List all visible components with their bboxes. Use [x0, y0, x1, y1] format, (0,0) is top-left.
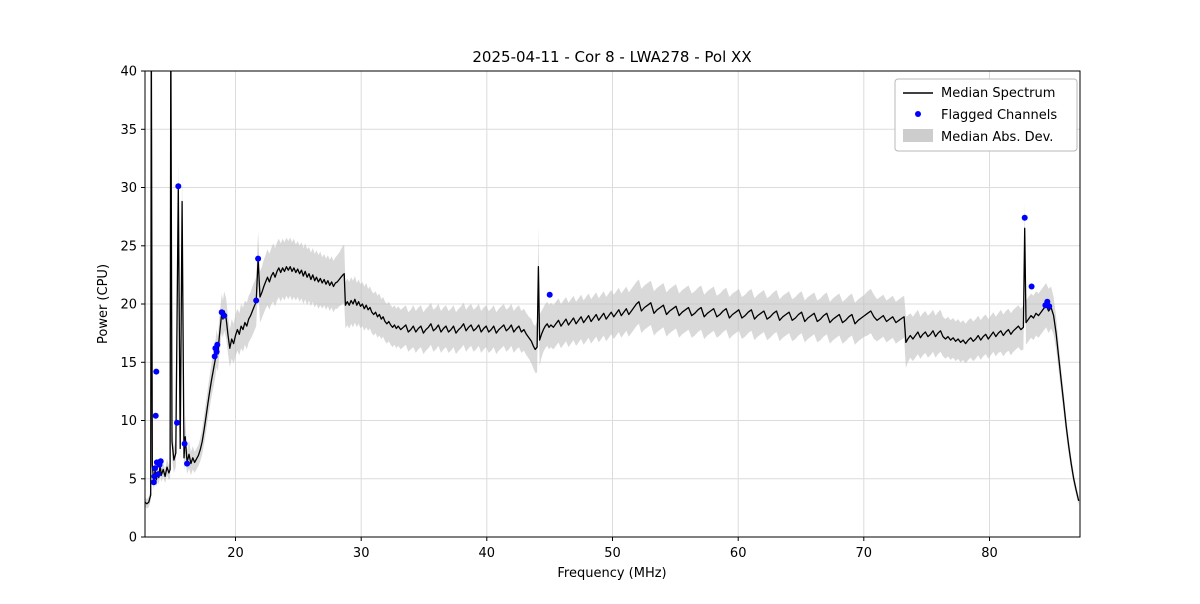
flagged-channel-point: [174, 419, 180, 426]
legend-label-flagged-channels: Flagged Channels: [941, 108, 1057, 123]
x-tick-label: 20: [227, 546, 244, 561]
legend-box: [894, 78, 1078, 152]
flagged-channel-point: [153, 368, 160, 375]
y-tick-label: 20: [120, 298, 137, 313]
y-axis-label: Power (CPU): [96, 264, 111, 344]
legend-marker-swatch: [915, 111, 921, 117]
legend: Median Spectrum Flagged Channels Median …: [894, 78, 1078, 152]
y-tick-label: 25: [120, 239, 137, 254]
flagged-channel-point: [546, 291, 553, 298]
y-tick-label: 10: [120, 414, 137, 429]
flagged-channel-point: [157, 458, 164, 465]
x-tick-label: 60: [730, 546, 747, 561]
chart-title: 2025-04-11 - Cor 8 - LWA278 - Pol XX: [472, 48, 751, 66]
y-tick-label: 0: [129, 531, 137, 546]
mad-band: [145, 71, 1079, 509]
x-tick-label: 40: [479, 546, 496, 561]
x-axis-label: Frequency (MHz): [557, 566, 666, 581]
y-tick-label: 40: [120, 65, 137, 80]
flagged-channel-point: [1046, 303, 1053, 310]
flagged-channel-point: [1044, 298, 1051, 305]
mad-band-layer: [145, 71, 1079, 509]
x-tick-label: 80: [981, 546, 998, 561]
x-tick-label: 30: [353, 546, 370, 561]
flagged-channel-point: [152, 465, 159, 472]
x-tick-label: 70: [856, 546, 873, 561]
axis-tick-layer: 20 30 40 50 60 70 80 0 5 10 15 20 25 30 35 40: [120, 65, 997, 562]
flagged-channel-point: [255, 255, 262, 262]
median-spectrum-line: [145, 71, 1080, 505]
flagged-channel-point: [214, 341, 221, 348]
flagged-channel-point: [175, 183, 182, 190]
flagged-channel-point: [211, 353, 218, 360]
median-line-layer: [145, 71, 1080, 505]
legend-patch-swatch: [903, 129, 933, 142]
y-tick-label: 5: [129, 472, 137, 487]
flagged-channel-point: [152, 412, 159, 419]
flagged-channel-point: [184, 460, 191, 467]
legend-label-mad: Median Abs. Dev.: [941, 130, 1053, 145]
flagged-channel-point: [150, 479, 157, 486]
flagged-channel-point: [221, 312, 228, 319]
flagged-channel-point: [1021, 214, 1028, 221]
flagged-points-layer: [150, 183, 1053, 486]
y-tick-label: 15: [120, 356, 137, 371]
legend-label-median-spectrum: Median Spectrum: [941, 86, 1055, 101]
flagged-channel-point: [181, 440, 188, 447]
y-tick-label: 30: [120, 181, 137, 196]
flagged-channel-point: [1028, 283, 1035, 290]
y-tick-label: 35: [120, 123, 137, 138]
flagged-channel-point: [213, 348, 220, 355]
flagged-channel-point: [253, 297, 260, 304]
x-tick-label: 50: [604, 546, 621, 561]
flagged-channel-point: [155, 471, 162, 478]
